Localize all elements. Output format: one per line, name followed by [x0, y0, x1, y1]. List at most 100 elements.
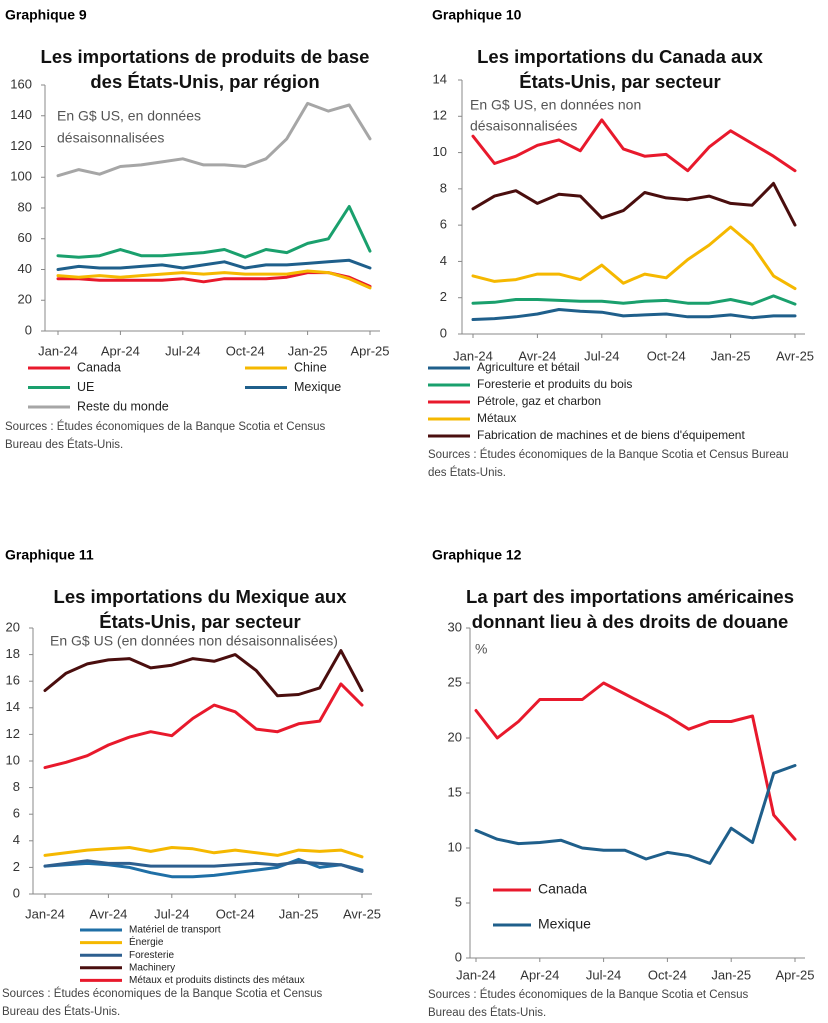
y-tick-label: 60	[18, 230, 32, 245]
y-tick-label: 2	[440, 289, 447, 304]
y-tick-label: 4	[440, 253, 447, 268]
y-tick-label: 8	[13, 779, 20, 794]
legend-label: Canada	[538, 881, 587, 897]
series-line	[43, 649, 364, 698]
x-tick-label: Apr-25	[350, 343, 389, 358]
x-tick-label: Jan-25	[288, 343, 328, 358]
legend-label: Foresterie	[129, 950, 174, 961]
series-line	[471, 118, 797, 173]
y-tick-label: 10	[448, 839, 462, 854]
chart-title: Les importations du Canada aux	[477, 46, 763, 67]
y-tick-label: 14	[433, 71, 447, 86]
legend-label: Reste du monde	[77, 399, 169, 413]
chart-subtitle: désaisonnalisées	[470, 118, 577, 134]
source-note: des États-Unis.	[428, 466, 506, 479]
x-tick-label: Jan-25	[711, 348, 751, 363]
legend-label: Mexique	[294, 380, 341, 394]
source-note: Sources : Études économiques de la Banqu…	[5, 420, 326, 433]
y-tick-label: 140	[10, 107, 32, 122]
y-tick-label: 14	[6, 699, 20, 714]
x-tick-label: Oct-24	[216, 906, 255, 921]
y-tick-label: 8	[440, 180, 447, 195]
chart-title: Les importations de produits de base	[41, 46, 370, 67]
y-tick-label: 18	[6, 646, 20, 661]
y-tick-label: 10	[6, 752, 20, 767]
y-tick-label: 12	[6, 726, 20, 741]
x-tick-label: Jul-24	[165, 343, 200, 358]
legend-label: Foresterie et produits du bois	[477, 377, 632, 391]
series-line	[471, 308, 797, 321]
series-line	[471, 225, 797, 291]
y-tick-label: 0	[25, 322, 32, 337]
x-tick-label: Oct-24	[647, 348, 686, 363]
y-tick-label: 5	[455, 894, 462, 909]
x-tick-label: Jan-24	[453, 348, 493, 363]
y-tick-label: 160	[10, 76, 32, 91]
y-tick-label: 6	[13, 806, 20, 821]
legend-label: Fabrication de machines et de biens d'éq…	[477, 428, 745, 442]
source-note: Sources : Études économiques de la Banqu…	[428, 448, 789, 461]
chart-subtitle: En G$ US, en données	[57, 108, 201, 124]
series-line	[474, 681, 797, 841]
legend-label: Chine	[294, 360, 327, 374]
y-tick-label: 15	[448, 784, 462, 799]
x-tick-label: Apr-24	[101, 343, 140, 358]
y-tick-label: 25	[448, 674, 462, 689]
chart-title: donnant lieu à des droits de douane	[472, 611, 789, 632]
y-tick-label: 20	[6, 619, 20, 634]
x-tick-label: Jul-24	[586, 967, 621, 982]
x-tick-label: Jan-25	[711, 967, 751, 982]
y-tick-label: 120	[10, 138, 32, 153]
y-tick-label: 12	[433, 108, 447, 123]
source-note: Bureau des États-Unis.	[428, 1006, 546, 1019]
y-tick-label: 6	[440, 217, 447, 232]
source-note: Bureau des États-Unis.	[2, 1005, 120, 1018]
x-tick-label: Jan-25	[279, 906, 319, 921]
series-line	[56, 205, 372, 259]
x-tick-label: Oct-24	[648, 967, 687, 982]
x-tick-label: Jan-24	[456, 967, 496, 982]
source-note: Sources : Études économiques de la Banqu…	[2, 987, 323, 1000]
y-tick-label: 4	[13, 832, 20, 847]
x-tick-label: Avr-25	[343, 906, 381, 921]
legend-label: Métaux et produits distincts des métaux	[129, 975, 305, 986]
y-tick-label: 0	[455, 949, 462, 964]
legend-label: Agriculture et bétail	[477, 360, 580, 374]
series-line	[471, 181, 797, 227]
y-tick-label: 100	[10, 169, 32, 184]
chart-subtitle: En G$ US (en données non désaisonnalisée…	[50, 633, 338, 649]
series-line	[43, 682, 364, 770]
x-tick-label: Apr-25	[775, 967, 814, 982]
chart-title: La part des importations américaines	[466, 586, 794, 607]
legend-label: Métaux	[477, 411, 516, 425]
series-line	[471, 294, 797, 306]
chart-label: Graphique 9	[5, 7, 87, 23]
x-tick-label: Jan-24	[25, 906, 65, 921]
chart-label: Graphique 10	[432, 7, 522, 23]
chart-title: des États-Unis, par région	[90, 71, 319, 92]
chart-subtitle: désaisonnalisées	[57, 130, 164, 146]
y-tick-label: 2	[13, 859, 20, 874]
legend-label: Mexique	[538, 916, 591, 932]
x-tick-label: Jan-24	[38, 343, 78, 358]
x-tick-label: Jul-24	[154, 906, 189, 921]
y-tick-label: 40	[18, 261, 32, 276]
legend-label: Énergie	[129, 935, 164, 948]
series-line	[56, 269, 372, 290]
series-line	[56, 258, 372, 271]
y-tick-label: 16	[6, 673, 20, 688]
source-note: Sources : Études économiques de la Banqu…	[428, 988, 749, 1001]
legend-label: Matériel de transport	[129, 925, 221, 936]
x-tick-label: Oct-24	[226, 343, 265, 358]
y-tick-label: 0	[13, 885, 20, 900]
x-tick-label: Avr-24	[89, 906, 127, 921]
source-note: Bureau des États-Unis.	[5, 438, 123, 451]
x-tick-label: Avr-24	[518, 348, 556, 363]
y-tick-label: 20	[18, 292, 32, 307]
x-tick-label: Avr-25	[776, 348, 814, 363]
series-line	[474, 764, 797, 865]
y-tick-label: 10	[433, 144, 447, 159]
legend-label: Canada	[77, 360, 121, 374]
y-tick-label: 20	[448, 729, 462, 744]
